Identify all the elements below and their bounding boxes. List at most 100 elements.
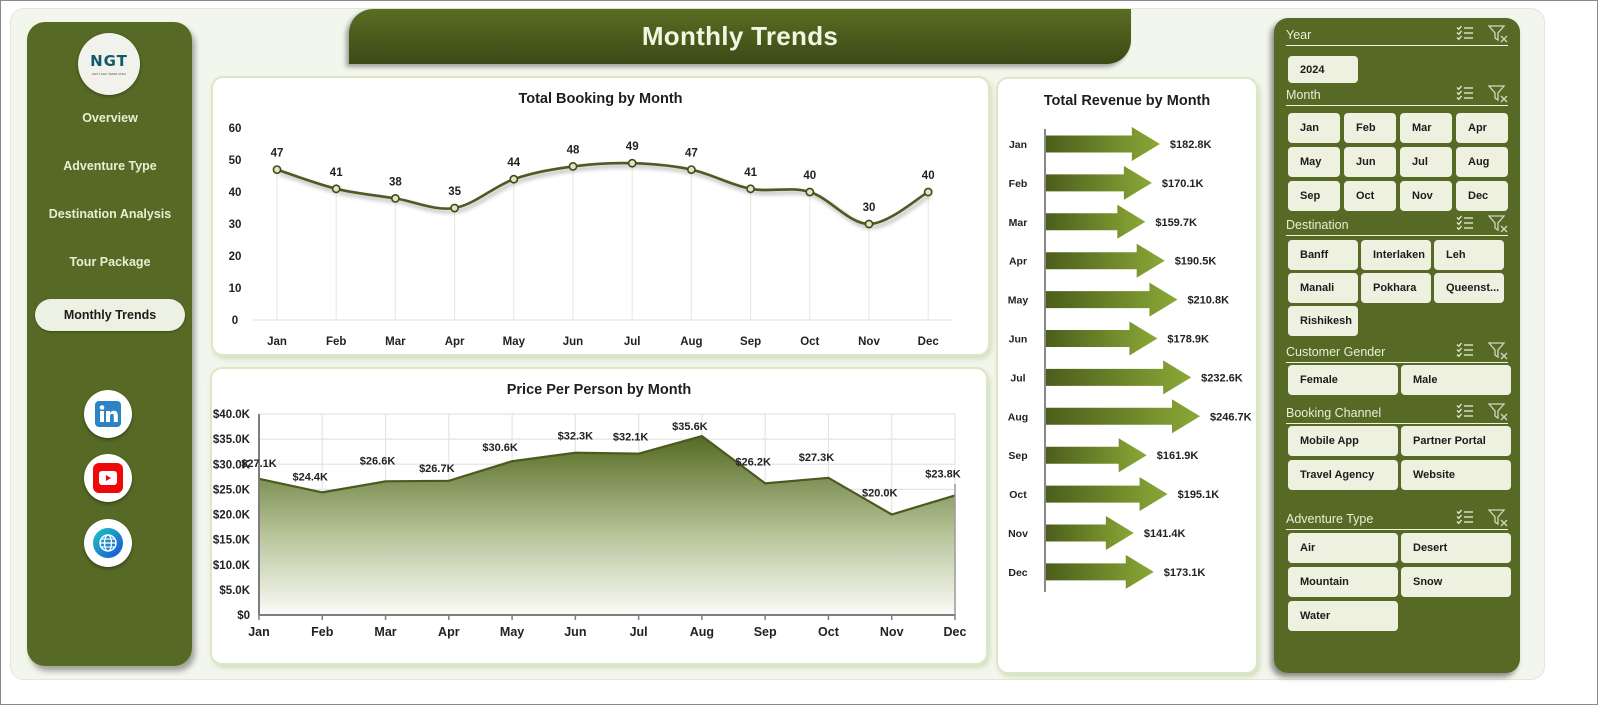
revenue-bar[interactable]: [1046, 127, 1160, 161]
slicer-chip-channel[interactable]: Mobile App: [1288, 426, 1398, 456]
multi-select-icon[interactable]: [1456, 403, 1474, 419]
clear-filter-icon[interactable]: [1488, 25, 1508, 43]
slicer-chip-adventure[interactable]: Air: [1288, 533, 1398, 563]
slicer-chip-adventure[interactable]: Desert: [1401, 533, 1511, 563]
data-point[interactable]: [627, 158, 637, 168]
slicer-header-icons: [1456, 25, 1508, 43]
slicer-chip-destination[interactable]: Interlaken: [1361, 240, 1431, 270]
nav-item-destination-analysis[interactable]: Destination Analysis: [35, 198, 185, 230]
data-point[interactable]: [568, 162, 578, 171]
x-tick-label: Feb: [326, 336, 346, 348]
slicer-chip-month[interactable]: Oct: [1344, 181, 1396, 211]
slicer-chip-channel[interactable]: Travel Agency: [1288, 460, 1398, 490]
slicer-chip-destination[interactable]: Banff: [1288, 240, 1358, 270]
slicer-chip-month[interactable]: Mar: [1400, 113, 1452, 143]
revenue-bar[interactable]: [1046, 554, 1154, 589]
slicer-header-gender: Customer Gender: [1286, 341, 1508, 363]
slicer-header-icons: [1456, 509, 1508, 527]
slicer-chip-destination[interactable]: Manali: [1288, 273, 1358, 303]
data-point[interactable]: [746, 184, 755, 194]
multi-select-icon[interactable]: [1456, 215, 1474, 231]
nav-item-adventure-type[interactable]: Adventure Type: [35, 150, 185, 182]
multi-select-icon[interactable]: [1456, 85, 1474, 101]
slicer-chip-month[interactable]: Apr: [1456, 113, 1508, 143]
revenue-bar[interactable]: [1046, 399, 1200, 434]
nav-item-tour-package[interactable]: Tour Package: [35, 246, 185, 278]
multi-select-icon[interactable]: [1456, 25, 1474, 41]
data-point[interactable]: [450, 203, 459, 213]
slicer-chip-month[interactable]: Jan: [1288, 113, 1340, 143]
slicer-chip-adventure[interactable]: Snow: [1401, 567, 1511, 597]
data-label: $232.6K: [1201, 372, 1243, 384]
slicer-chip-gender[interactable]: Female: [1288, 365, 1398, 395]
data-point[interactable]: [331, 184, 341, 194]
slicer-chip-month[interactable]: Jul: [1400, 147, 1452, 177]
slicer-chip-month[interactable]: Sep: [1288, 181, 1340, 211]
x-tick-label: May: [500, 625, 524, 639]
revenue-bar[interactable]: [1046, 204, 1146, 239]
x-tick-label: Apr: [438, 625, 460, 639]
data-label: $30.6K: [482, 442, 518, 454]
data-point[interactable]: [864, 219, 874, 229]
revenue-bar[interactable]: [1046, 477, 1168, 512]
data-point[interactable]: [923, 187, 933, 197]
data-point[interactable]: [390, 194, 400, 203]
slicer-chip-month[interactable]: Feb: [1344, 113, 1396, 143]
y-tick-label: Feb: [1009, 178, 1028, 190]
data-point[interactable]: [686, 165, 696, 174]
nav-item-overview[interactable]: Overview: [35, 102, 185, 134]
clear-filter-icon[interactable]: [1488, 85, 1508, 103]
data-label: $26.6K: [360, 455, 396, 467]
data-point[interactable]: [272, 165, 282, 174]
revenue-bar[interactable]: [1046, 243, 1165, 278]
clear-filter-icon[interactable]: [1488, 215, 1508, 233]
data-label: $210.8K: [1187, 295, 1229, 307]
x-tick-label: Oct: [818, 625, 840, 639]
slicer-chip-month[interactable]: Dec: [1456, 181, 1508, 211]
multi-select-icon[interactable]: [1456, 342, 1474, 358]
slicer-chip-month[interactable]: Jun: [1344, 147, 1396, 177]
slicer-chip-month[interactable]: May: [1288, 147, 1340, 177]
slicer-chip-channel[interactable]: Partner Portal: [1401, 426, 1511, 456]
data-point[interactable]: [509, 174, 519, 184]
youtube-icon: [93, 463, 123, 493]
revenue-bar[interactable]: [1046, 165, 1152, 200]
revenue-bar[interactable]: [1046, 516, 1134, 550]
data-label: $178.9K: [1167, 334, 1209, 346]
clear-filter-icon[interactable]: [1488, 403, 1508, 421]
revenue-arrow-bar-chart: Jan $182.8K Feb $170.1K Mar $159.7K Apr $190.5K…: [1008, 127, 1252, 592]
slicer-chip-month[interactable]: Aug: [1456, 147, 1508, 177]
data-label: 41: [330, 167, 343, 179]
slicer-chip-gender[interactable]: Male: [1401, 365, 1511, 395]
slicer-chip-destination[interactable]: Rishikesh: [1288, 306, 1358, 336]
y-tick-label: Sep: [1008, 450, 1027, 462]
clear-filter-icon[interactable]: [1488, 509, 1508, 527]
slicer-chip-channel[interactable]: Website: [1401, 460, 1511, 490]
revenue-bar[interactable]: [1046, 282, 1178, 317]
website-button[interactable]: [84, 519, 132, 567]
revenue-bar[interactable]: [1046, 360, 1192, 395]
nav-item-label: Tour Package: [69, 255, 151, 269]
filter-panel: Year 2024 Month Jan Feb Mar Apr May Jun Jul Aug Sep…: [1274, 18, 1520, 673]
slicer-chip-adventure[interactable]: Water: [1288, 601, 1398, 631]
slicer-chip-destination[interactable]: Leh: [1434, 240, 1504, 270]
youtube-button[interactable]: [84, 454, 132, 502]
data-label: 44: [507, 157, 520, 169]
data-label: $35.6K: [672, 421, 708, 433]
revenue-bar[interactable]: [1046, 438, 1147, 473]
x-tick-label: Jun: [564, 625, 586, 639]
linkedin-button[interactable]: [84, 390, 132, 438]
data-point[interactable]: [805, 187, 815, 197]
clear-filter-icon[interactable]: [1488, 342, 1508, 360]
data-label: $141.4K: [1144, 528, 1186, 540]
slicer-chip-destination[interactable]: Queenst...: [1434, 273, 1504, 303]
multi-select-icon[interactable]: [1456, 509, 1474, 525]
slicer-chip-destination[interactable]: Pokhara: [1361, 273, 1431, 303]
y-tick-label: $20.0K: [213, 510, 251, 522]
revenue-bar[interactable]: [1046, 321, 1158, 356]
nav-item-monthly-trends[interactable]: Monthly Trends: [35, 299, 185, 331]
y-tick-label: Nov: [1008, 528, 1028, 540]
slicer-chip-adventure[interactable]: Mountain: [1288, 567, 1398, 597]
slicer-chip-year[interactable]: 2024: [1288, 56, 1358, 83]
slicer-chip-month[interactable]: Nov: [1400, 181, 1452, 211]
